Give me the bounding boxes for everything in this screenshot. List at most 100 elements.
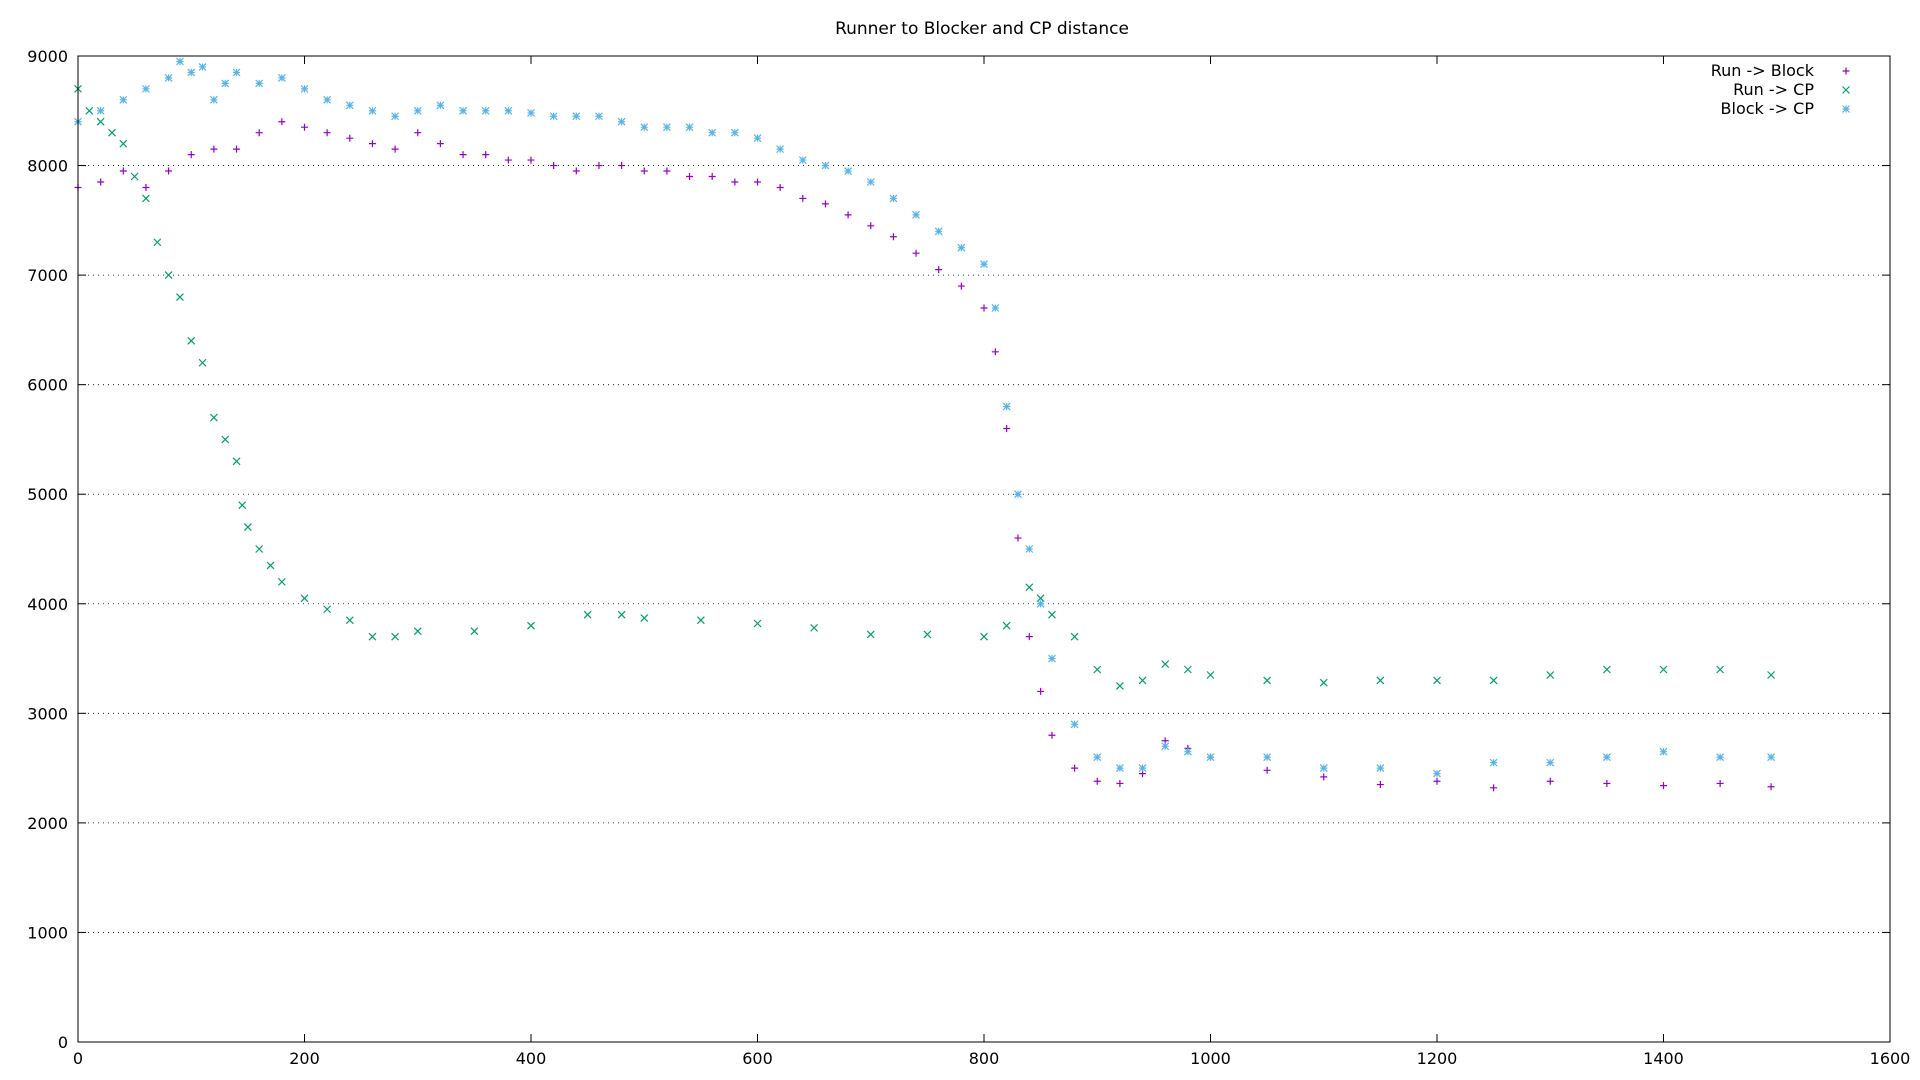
data-point (572, 167, 580, 175)
data-point (1489, 676, 1498, 685)
y-tick-label: 1000 (27, 923, 68, 942)
data-point (176, 293, 184, 301)
data-point (866, 630, 875, 639)
x-tick-label: 600 (742, 1049, 773, 1068)
chart-title: Runner to Blocker and CP distance (835, 19, 1129, 39)
data-point (482, 151, 490, 159)
y-tick-label: 8000 (27, 157, 68, 176)
data-point (1036, 599, 1045, 608)
data-point (1433, 676, 1441, 685)
data-point (1183, 747, 1192, 756)
data-point (1767, 753, 1776, 762)
data-point (798, 156, 807, 165)
data-point (1433, 769, 1441, 778)
data-point (1263, 676, 1272, 685)
data-point (1659, 747, 1668, 756)
data-point (799, 194, 807, 202)
data-point (391, 632, 400, 641)
data-point (1161, 660, 1170, 668)
data-point (119, 95, 128, 104)
data-point (662, 123, 671, 132)
data-point (1093, 665, 1102, 674)
data-point (934, 227, 943, 236)
data-point (209, 413, 218, 422)
data-point (991, 348, 999, 356)
data-point (1546, 671, 1555, 679)
gridlines (78, 165, 1890, 933)
data-point (1161, 742, 1170, 751)
data-point (708, 128, 717, 137)
data-point (753, 619, 762, 628)
data-point (1376, 676, 1385, 685)
data-point (277, 577, 286, 586)
data-point (108, 128, 116, 137)
data-point (686, 173, 694, 181)
data-point (980, 632, 988, 641)
data-point (1048, 654, 1056, 663)
data-point (436, 101, 445, 110)
data-point (164, 271, 173, 280)
x-tick-label: 200 (289, 1049, 320, 1068)
series-1 (74, 118, 1775, 792)
data-point (459, 151, 467, 159)
legend-label: Block -> CP (1721, 99, 1815, 118)
data-point (255, 129, 263, 137)
data-point (1206, 753, 1215, 762)
data-point (187, 336, 196, 345)
data-point (1115, 764, 1124, 773)
data-point (97, 178, 105, 186)
data-point (277, 73, 286, 82)
data-point (391, 145, 399, 153)
data-point (96, 106, 105, 115)
data-point (232, 457, 241, 466)
data-point (187, 151, 195, 159)
data-point (754, 178, 761, 186)
data-point (119, 167, 127, 175)
data-point (1014, 490, 1022, 499)
data-point (85, 106, 94, 115)
data-point (1071, 764, 1079, 772)
data-point (640, 167, 648, 175)
data-point (1070, 720, 1079, 729)
data-point (1025, 583, 1034, 592)
data-point (617, 610, 626, 619)
data-point (731, 178, 739, 186)
data-point (1320, 773, 1328, 781)
y-tick-label: 6000 (27, 376, 68, 395)
data-point (153, 238, 162, 247)
data-point (436, 140, 444, 148)
data-point (1263, 753, 1272, 762)
data-point (776, 145, 785, 154)
data-point (844, 211, 852, 219)
legend-label: Run -> Block (1711, 61, 1815, 80)
data-point (923, 630, 932, 639)
y-tick-label: 3000 (27, 704, 68, 723)
data-point (96, 117, 105, 126)
data-point (368, 632, 377, 641)
series-3 (74, 57, 1776, 778)
data-point (1093, 753, 1102, 762)
data-point (1048, 731, 1056, 739)
legend-marker (1842, 105, 1850, 113)
data-point (1002, 402, 1011, 411)
data-point (119, 139, 128, 148)
data-point (810, 623, 819, 632)
data-point (1037, 687, 1045, 695)
data-point (1767, 671, 1776, 679)
data-point (889, 233, 897, 241)
data-point (345, 616, 354, 625)
data-point (300, 84, 309, 93)
data-point (991, 304, 1000, 312)
data-point (867, 222, 875, 230)
data-point (1716, 665, 1725, 674)
data-point (142, 183, 150, 191)
data-point (459, 106, 467, 115)
data-point (1002, 621, 1011, 630)
series-2 (74, 84, 1776, 690)
data-point (1093, 777, 1101, 785)
data-point (1138, 676, 1147, 685)
data-point (1659, 665, 1668, 674)
data-point (640, 614, 649, 622)
data-point (142, 84, 150, 93)
